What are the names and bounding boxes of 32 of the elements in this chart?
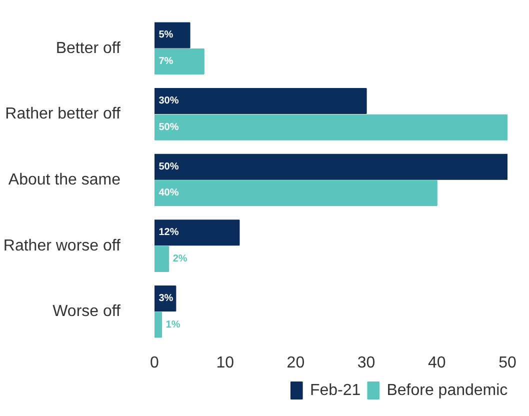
data-label: 50% — [158, 122, 179, 133]
bar — [154, 22, 190, 48]
data-label: 3% — [158, 292, 174, 304]
data-label: 50% — [158, 161, 179, 172]
data-label: 2% — [172, 253, 188, 264]
x-tick-label: 30 — [357, 354, 376, 372]
bar — [154, 154, 508, 180]
data-label: 12% — [158, 227, 179, 238]
y-tick-label: Rather worse off — [3, 237, 122, 254]
data-label: 5% — [158, 30, 174, 41]
bar — [154, 180, 438, 206]
x-tick-label: 20 — [286, 354, 305, 372]
x-tick-label: 40 — [428, 354, 446, 372]
bar — [154, 220, 240, 246]
bar — [154, 88, 367, 114]
bar — [154, 114, 508, 140]
data-label: 30% — [158, 96, 179, 107]
x-tick-label: 10 — [216, 354, 234, 372]
data-label: 40% — [158, 188, 179, 199]
x-tick-label: 0 — [150, 354, 160, 372]
y-tick-label: Rather better off — [5, 106, 122, 123]
x-tick-label: 50 — [498, 354, 516, 372]
bar — [154, 48, 204, 75]
legend-label: Feb-21 — [310, 382, 361, 399]
legend-label: Before pandemic — [386, 382, 508, 399]
bar — [154, 246, 170, 272]
data-label: 1% — [166, 319, 180, 330]
y-tick-label: Worse off — [52, 303, 122, 320]
data-label: 7% — [158, 56, 174, 68]
bar — [154, 312, 162, 338]
y-tick-label: Better off — [56, 40, 122, 57]
y-tick-label: About the same — [8, 172, 121, 188]
